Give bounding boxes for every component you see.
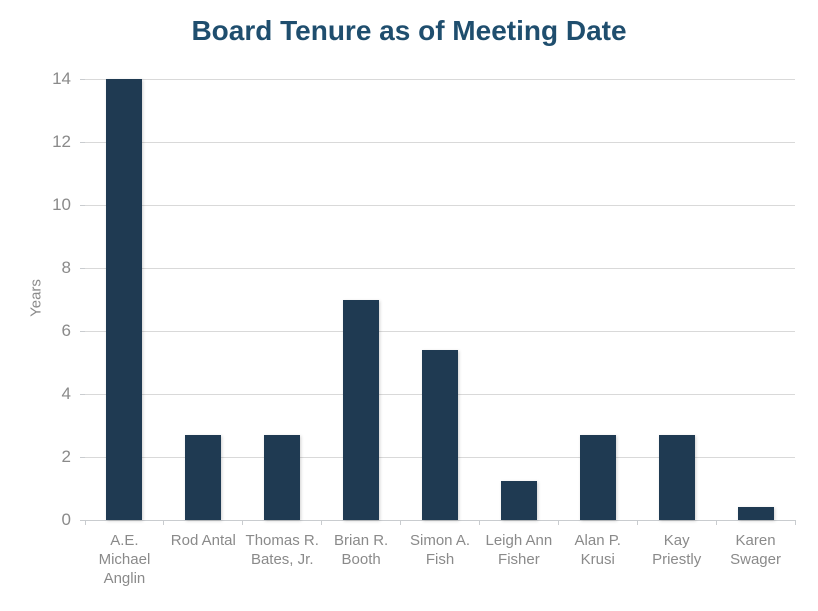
bar — [658, 434, 695, 520]
y-axis-tick — [80, 331, 85, 332]
bar — [106, 79, 143, 520]
x-axis-tick — [715, 520, 717, 525]
bar — [579, 434, 616, 520]
bar — [422, 349, 458, 520]
x-axis-tick — [794, 520, 796, 525]
x-axis-tick — [163, 520, 165, 525]
bar — [500, 480, 537, 520]
y-axis-tick-label: 14 — [52, 69, 71, 88]
x-axis-tick — [242, 520, 244, 525]
x-axis-tick — [321, 520, 323, 525]
x-axis-category-label: Leigh Ann Fisher — [485, 532, 553, 568]
x-axis-category-label: Brian R. Booth — [334, 532, 389, 568]
y-axis-title: Years — [27, 279, 45, 317]
gridline — [85, 267, 795, 269]
x-axis-category-label: Karen Swager — [730, 532, 781, 568]
x-axis-category-label: Alan P. Krusi — [574, 532, 621, 568]
x-axis-tick — [636, 520, 638, 525]
gridline — [85, 204, 795, 206]
y-axis-tick-label: 6 — [61, 321, 71, 340]
bar — [264, 434, 301, 520]
bar — [185, 434, 222, 520]
y-axis-tick-label: 10 — [52, 195, 71, 214]
x-axis-category-label: Kay Priestly — [652, 532, 702, 568]
x-axis-category-label: Simon A. Fish — [409, 532, 471, 568]
gridline — [85, 141, 795, 143]
x-axis-tick — [557, 520, 559, 525]
bar — [343, 299, 380, 520]
y-axis-tick-label: 8 — [61, 258, 71, 277]
y-axis-tick-label: 4 — [61, 384, 71, 403]
x-axis-category-label: Thomas R. Bates, Jr. — [245, 532, 319, 568]
x-axis-category-label: Rod Antal — [170, 532, 236, 549]
bar — [737, 507, 774, 520]
x-axis-category-label: A.E. Michael Anglin — [98, 532, 151, 587]
y-axis-tick — [80, 142, 85, 143]
y-axis-tick — [80, 79, 85, 80]
x-axis-tick — [84, 520, 86, 525]
x-axis-tick — [400, 520, 402, 525]
y-axis-tick-label: 0 — [61, 510, 71, 529]
plot-area — [85, 78, 795, 521]
y-axis-tick — [80, 457, 85, 458]
y-axis-tick — [80, 268, 85, 269]
gridline — [85, 330, 795, 332]
gridline — [85, 78, 795, 80]
chart-title: Board Tenure as of Meeting Date — [191, 15, 627, 46]
y-axis-tick — [80, 520, 85, 521]
y-axis-tick-label: 12 — [52, 132, 71, 151]
y-axis-tick — [80, 394, 85, 395]
y-axis-tick — [80, 205, 85, 206]
y-axis-tick-label: 2 — [61, 447, 71, 466]
x-axis-tick — [478, 520, 480, 525]
